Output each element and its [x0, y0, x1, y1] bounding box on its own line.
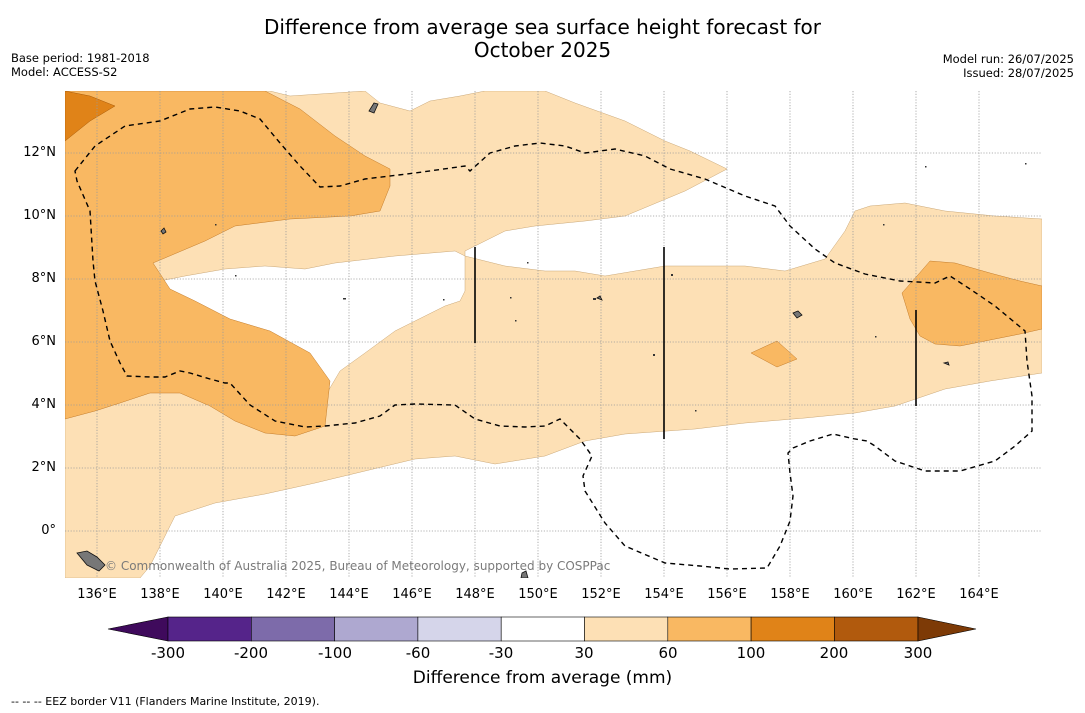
lat-label-4n: 4°N [31, 397, 57, 412]
model-run-date: Model run: 26/07/2025 [942, 52, 1074, 66]
lat-label-6n: 6°N [31, 334, 57, 349]
eez-border [74, 106, 1033, 570]
colorbar-tick-label: -30 [488, 644, 514, 662]
colorbar-tick-label: -100 [317, 644, 353, 662]
eez-legend-note: -- -- -- EEZ border V11 (Flanders Marine… [11, 695, 320, 708]
sea-surface-height-map [65, 91, 1042, 578]
colorbar-bin-3 [334, 616, 419, 642]
colorbar-bin-1 [167, 616, 252, 642]
map-title-line-1: Difference from average sea surface heig… [263, 15, 822, 39]
map-canvas [65, 91, 1042, 578]
contour-100-200-mm [65, 91, 116, 142]
lat-label-0: 0° [41, 523, 56, 538]
colorbar-extend-high [917, 616, 977, 642]
base-period: Base period: 1981-2018 [11, 51, 150, 65]
lat-label-8n: 8°N [31, 271, 57, 286]
atolls [215, 163, 1027, 412]
contour-60-100-mm-west [65, 91, 391, 437]
lon-label-140e: 140°E [203, 587, 243, 602]
lon-label-150e: 150°E [518, 587, 558, 602]
map-title-line-2: October 2025 [473, 38, 612, 62]
lon-label-148e: 148°E [455, 587, 495, 602]
colorbar-bin-5 [500, 616, 585, 642]
colorbar-tick-label: -300 [150, 644, 186, 662]
islands [76, 102, 950, 578]
colorbar-bin-6 [584, 616, 669, 642]
colorbar-tick-label: 100 [736, 644, 766, 662]
issued-date: Issued: 28/07/2025 [963, 66, 1074, 80]
colorbar-tick-label: 30 [574, 644, 594, 662]
colorbar-tick-label: 60 [658, 644, 678, 662]
colorbar-tick-label: 200 [819, 644, 849, 662]
lon-label-142e: 142°E [266, 587, 306, 602]
colorbar-tick-label: -60 [405, 644, 431, 662]
colorbar-bin-2 [251, 616, 335, 642]
lon-label-164e: 164°E [959, 587, 999, 602]
lon-label-138e: 138°E [140, 587, 180, 602]
lon-label-162e: 162°E [896, 587, 936, 602]
lon-label-152e: 152°E [581, 587, 621, 602]
lat-label-10n: 10°N [23, 208, 56, 223]
colorbar-tick-label: -200 [233, 644, 269, 662]
lon-label-144e: 144°E [329, 587, 369, 602]
vertical-markers [474, 247, 917, 439]
lon-label-158e: 158°E [770, 587, 810, 602]
lon-label-136e: 136°E [77, 587, 117, 602]
colorbar-bin-7 [667, 616, 752, 642]
lat-label-2n: 2°N [31, 460, 57, 475]
colorbar-title: Difference from average (mm) [412, 668, 673, 688]
colorbar-bin-8 [750, 616, 835, 642]
lon-label-156e: 156°E [707, 587, 747, 602]
metadata-left: Base period: 1981-2018 Model: ACCESS-S2 [11, 51, 150, 79]
colorbar-bin-9 [834, 616, 919, 642]
lon-label-146e: 146°E [392, 587, 432, 602]
copyright-credit: © Commonwealth of Australia 2025, Bureau… [105, 559, 611, 573]
colorbar-bin-4 [417, 616, 502, 642]
graticule [65, 152, 1042, 532]
colorbar-extend-low [107, 616, 169, 642]
lon-label-154e: 154°E [644, 587, 684, 602]
lat-label-12n: 12°N [23, 145, 56, 160]
lon-label-160e: 160°E [833, 587, 873, 602]
colorbar-tick-label: 300 [903, 644, 933, 662]
contour-60-100-mm-small [750, 340, 798, 368]
metadata-right: Model run: 26/07/2025 Issued: 28/07/2025 [943, 52, 1074, 80]
model-name: Model: ACCESS-S2 [11, 65, 118, 79]
